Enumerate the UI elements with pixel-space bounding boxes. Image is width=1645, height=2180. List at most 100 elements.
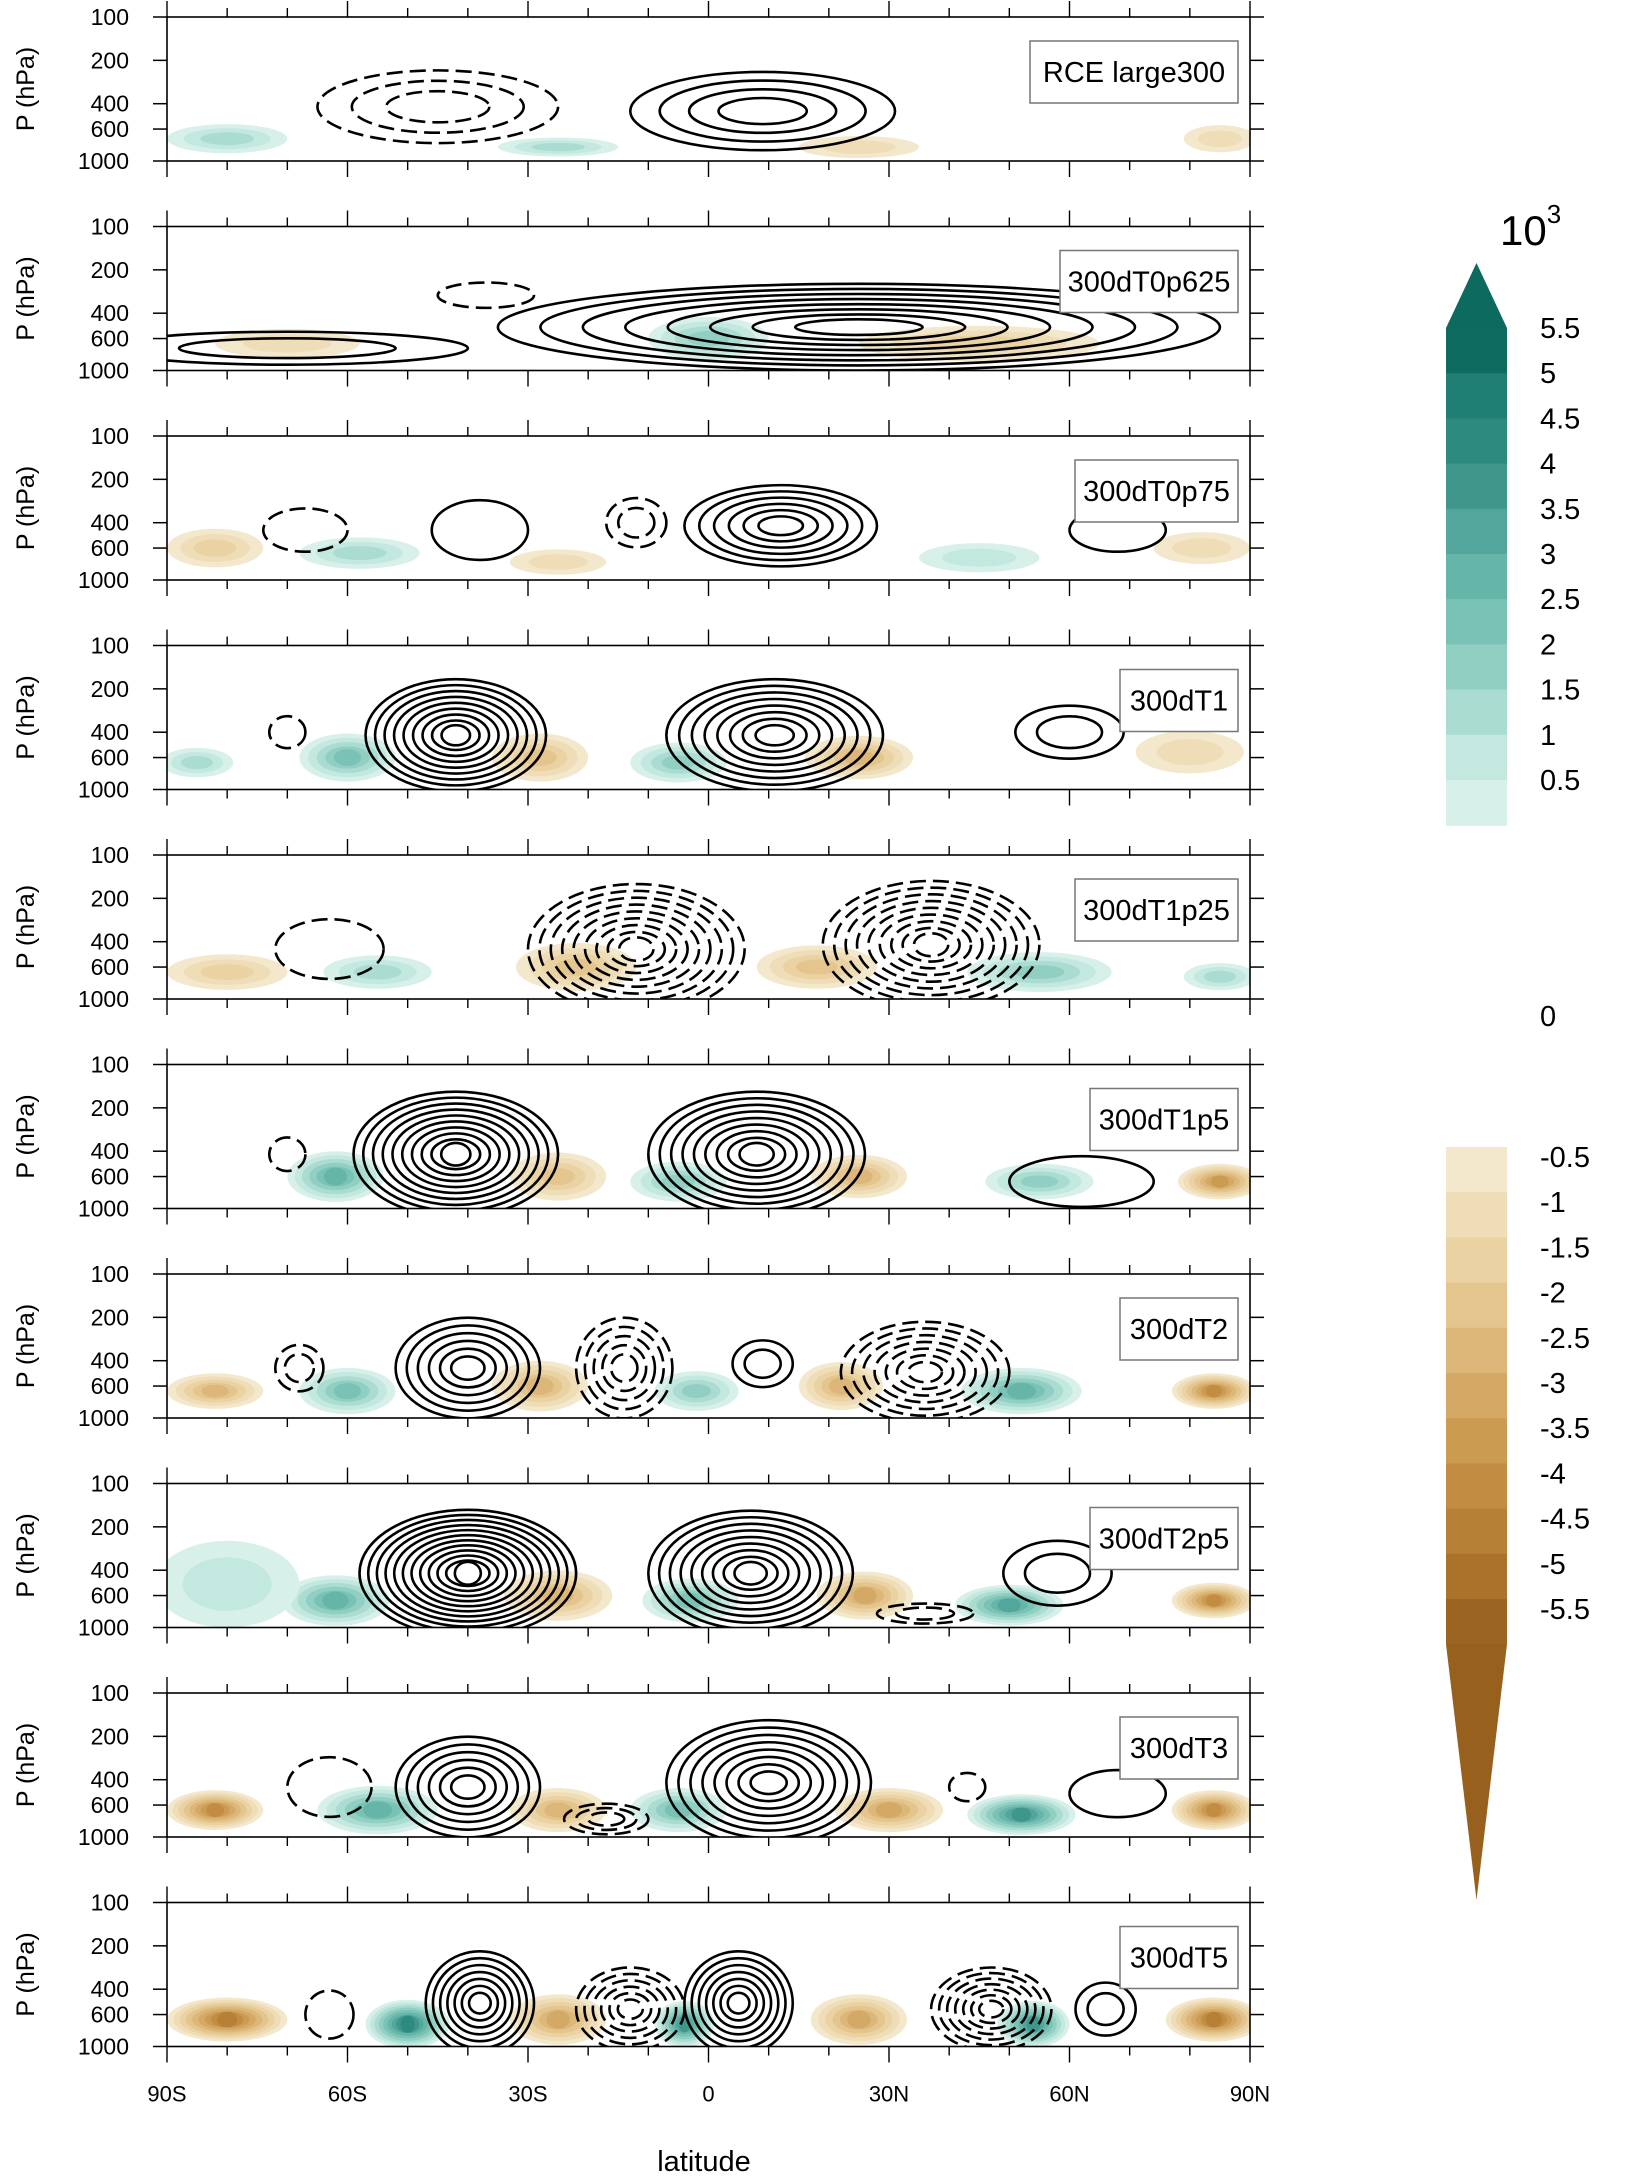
y-tick-label: 200 — [91, 885, 129, 911]
contour-positive — [392, 695, 519, 775]
y-tick-label: 600 — [91, 1792, 129, 1818]
colorbar-tick-label: -2 — [1540, 1278, 1566, 1310]
contour-positive — [416, 1331, 520, 1405]
contour-positive — [683, 483, 879, 568]
contour-positive — [733, 1560, 769, 1586]
colorbar: 103 5.5 5 4.5 4 3.5 3 2.5 2 1.5 1 0.5 0 -0.5 -1 -1.5 -2… — [1446, 199, 1590, 1900]
y-tick-label: 600 — [91, 745, 129, 771]
contour-positive — [668, 1522, 833, 1624]
shaded-region — [847, 2010, 871, 2029]
contour-positive — [431, 1956, 529, 2047]
y-tick-label: 1000 — [78, 148, 129, 174]
contour-positive — [581, 292, 1137, 362]
y-tick-label: 200 — [91, 1514, 129, 1540]
panel-label: 300dT0p625 — [1068, 267, 1231, 299]
panel-label: 300dT5 — [1130, 1943, 1228, 1975]
contour-positive — [405, 1324, 531, 1412]
colorbar-tick-label: 3.5 — [1540, 494, 1580, 526]
colorbar-tick-label: -4.5 — [1540, 1504, 1590, 1536]
y-tick-label: 100 — [91, 1261, 129, 1287]
contour-negative — [304, 1989, 355, 2040]
contour-negative — [599, 1985, 661, 2033]
shaded-region — [333, 1382, 362, 1400]
y-axis-label: P (hPa) — [12, 1723, 40, 1807]
contour-negative — [261, 507, 349, 554]
contour-positive — [1014, 704, 1125, 760]
contour-positive — [751, 313, 967, 342]
contour-positive — [690, 1956, 787, 2047]
contour-positive — [352, 1090, 560, 1209]
y-tick-label: 600 — [91, 535, 129, 561]
contour-negative — [844, 893, 1018, 997]
contour-positive — [737, 1763, 801, 1803]
y-tick-label: 600 — [91, 1583, 129, 1609]
colorbar-band — [1446, 599, 1507, 645]
y-tick-label: 100 — [91, 633, 129, 659]
contour-positive — [742, 508, 820, 543]
y-tick-label: 400 — [91, 91, 129, 117]
colorbar-band — [1446, 1237, 1507, 1284]
contour-positive — [402, 701, 510, 769]
y-tick-label: 600 — [91, 116, 129, 142]
contour-positive — [430, 1138, 482, 1171]
y-tick-label: 1000 — [78, 986, 129, 1012]
y-tick-label: 200 — [91, 676, 129, 702]
contour-positive — [1068, 1768, 1168, 1819]
panel-plot-area — [167, 281, 1222, 371]
y-tick-label: 1000 — [78, 2034, 129, 2060]
contour-positive — [690, 1535, 812, 1611]
panel-label-box — [1089, 1506, 1239, 1571]
contour-positive — [704, 1123, 810, 1186]
x-tick-label: 30S — [508, 2082, 547, 2107]
panel-label-box — [1059, 249, 1239, 314]
panel-label: 300dT1p25 — [1083, 895, 1230, 927]
contour-negative — [350, 79, 526, 135]
panel-label: 300dT0p75 — [1083, 476, 1230, 508]
contour-negative — [947, 1771, 987, 1803]
contour-positive — [683, 1950, 795, 2047]
panel-label: RCE large300 — [1043, 57, 1225, 89]
panel-plot-area — [167, 69, 1250, 159]
shaded-region — [182, 1557, 272, 1611]
contour-positive — [697, 1963, 780, 2043]
x-axis-label: latitude — [657, 2146, 751, 2178]
contour-positive — [410, 1126, 501, 1183]
contour-positive — [440, 723, 472, 747]
shaded-region — [333, 749, 362, 766]
contour-positive — [726, 1136, 787, 1173]
colorbar-tick-label: 2 — [1540, 629, 1556, 661]
contour-positive — [177, 337, 397, 360]
contour-positive — [717, 96, 809, 126]
contour-positive — [394, 1735, 542, 1837]
shaded-region — [1205, 2011, 1222, 2028]
y-tick-label: 400 — [91, 1557, 129, 1583]
contour-positive — [731, 1339, 795, 1389]
colorbar-tick-label: 4.5 — [1540, 403, 1580, 435]
shaded-region — [1197, 130, 1243, 148]
shaded-region — [664, 1802, 693, 1818]
contour-positive — [167, 330, 470, 366]
contour-positive — [394, 1316, 542, 1418]
colorbar-tick-label: 0 — [1540, 1001, 1556, 1033]
y-axis-label: P (hPa) — [12, 1513, 40, 1597]
shaded-region — [200, 132, 254, 146]
contour-positive — [704, 1970, 773, 2036]
colorbar-band — [1446, 780, 1507, 826]
y-tick-label: 400 — [91, 719, 129, 745]
contour-negative — [549, 896, 724, 999]
shaded-region — [681, 1384, 712, 1399]
contour-positive — [1035, 715, 1104, 750]
contour-positive — [749, 1770, 789, 1796]
contour-positive — [411, 707, 500, 764]
y-tick-label: 100 — [91, 1052, 129, 1078]
contour-negative — [875, 1602, 975, 1625]
y-axis-label: P (hPa) — [12, 885, 40, 969]
contour-negative — [969, 1993, 1013, 2025]
contour-negative — [583, 1325, 665, 1411]
colorbar-band — [1446, 1463, 1507, 1510]
shaded-region — [676, 1592, 705, 1609]
contour-positive — [400, 1120, 511, 1189]
panel-label-box — [1119, 1716, 1239, 1780]
